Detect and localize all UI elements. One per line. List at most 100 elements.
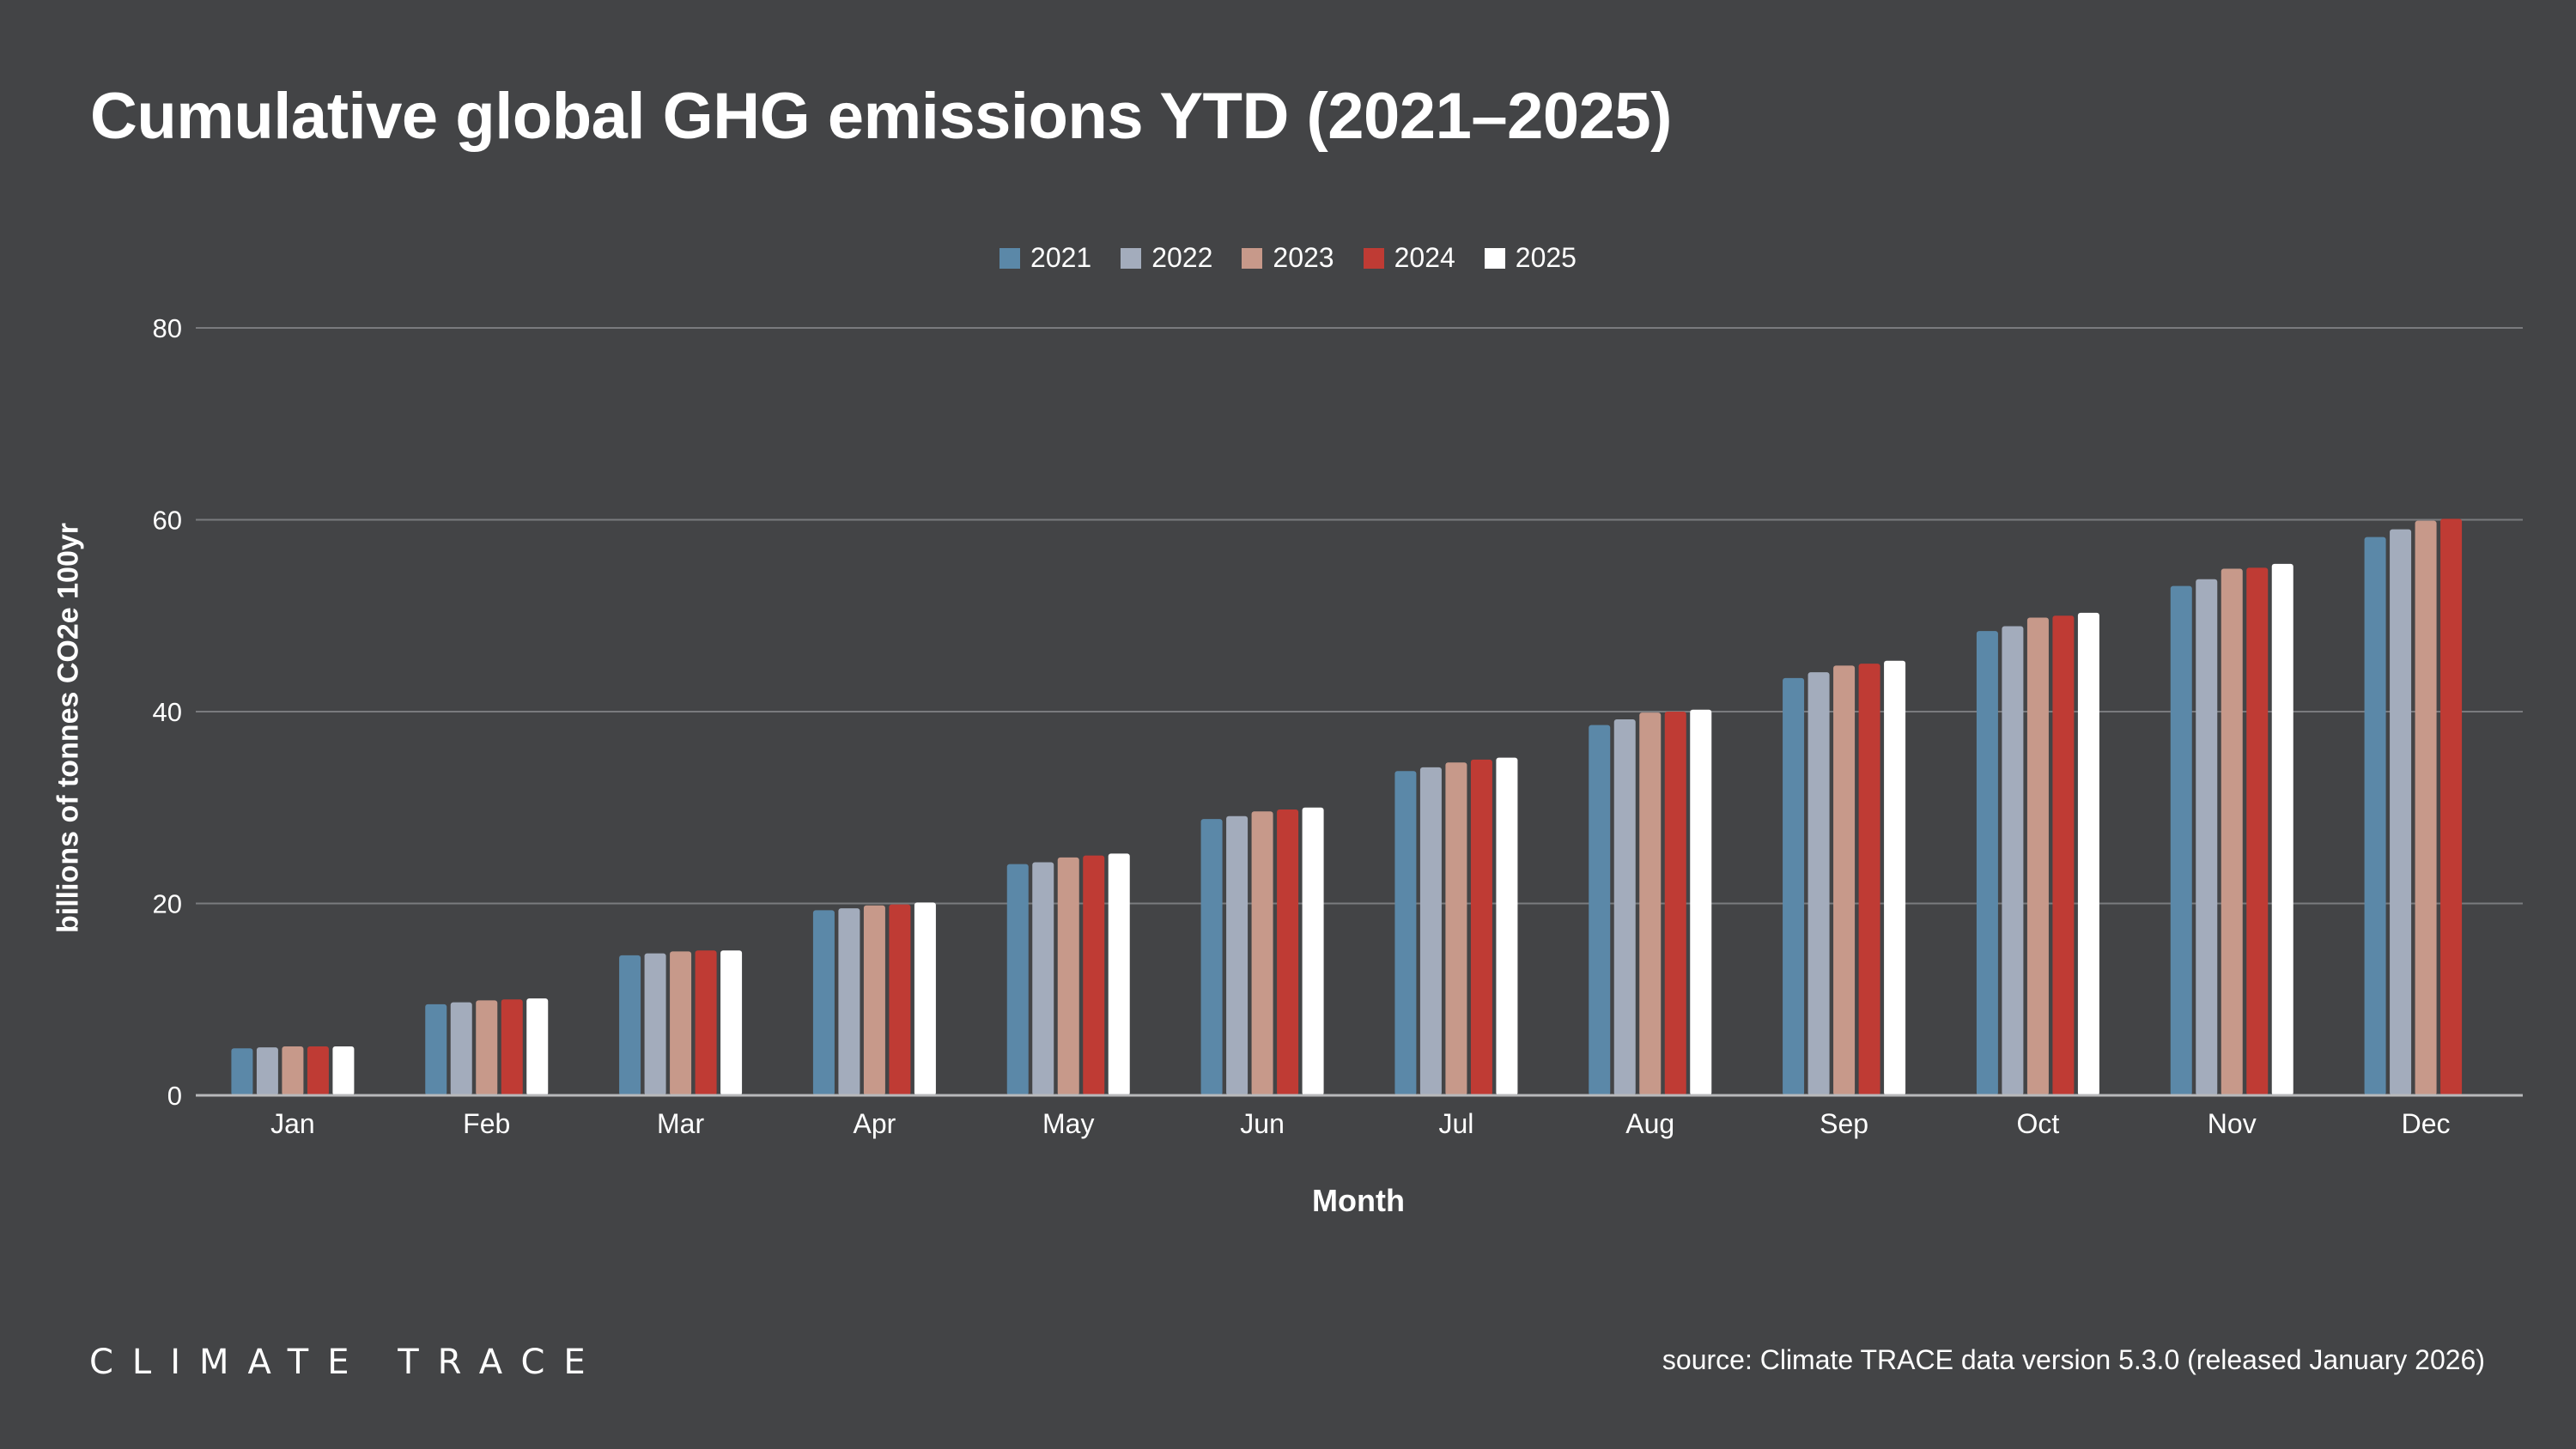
- bar-aug-2021: [1589, 724, 1611, 1095]
- y-tick-label: 40: [153, 697, 182, 727]
- bar-feb-2022: [450, 1002, 472, 1095]
- bar-jun-2025: [1302, 807, 1324, 1095]
- bar-sep-2021: [1783, 677, 1805, 1095]
- x-axis-ticks: Jan Feb Mar Apr May Jun Jul Aug Sep Oct Nov Dec: [270, 1108, 2450, 1139]
- legend-swatch: [1363, 247, 1384, 269]
- bar-jan-2022: [256, 1047, 278, 1095]
- y-tick-label: 20: [153, 889, 182, 919]
- legend-item-2025: 2025: [1484, 242, 1577, 274]
- bar-feb-2023: [476, 1000, 498, 1095]
- climate-trace-logo: CLIMATE TRACE: [89, 1343, 605, 1382]
- bar-mar-2023: [670, 951, 692, 1095]
- legend-swatch: [999, 247, 1021, 269]
- bar-sep-2025: [1884, 660, 1906, 1095]
- bar-oct-2024: [2052, 615, 2075, 1095]
- bar-dec-2022: [2390, 529, 2412, 1095]
- chart-legend: 2021 2022 2023 2024 2025: [0, 242, 2576, 274]
- bar-mar-2025: [720, 950, 743, 1095]
- bar-feb-2025: [526, 998, 549, 1095]
- x-tick-label: Dec: [2402, 1108, 2451, 1139]
- legend-label: 2024: [1394, 242, 1455, 273]
- legend-label: 2025: [1515, 242, 1577, 273]
- bar-nov-2021: [2170, 585, 2192, 1095]
- x-tick-label: Jun: [1240, 1108, 1285, 1139]
- bar-apr-2024: [889, 904, 911, 1095]
- bar-apr-2022: [838, 908, 860, 1095]
- bar-apr-2025: [914, 902, 936, 1095]
- legend-item-2021: 2021: [999, 242, 1091, 274]
- bar-aug-2024: [1664, 712, 1686, 1095]
- bar-jul-2023: [1445, 762, 1467, 1095]
- x-tick-label: Oct: [2017, 1108, 2060, 1139]
- y-tick-label: 0: [167, 1081, 182, 1111]
- bar-jul-2021: [1394, 771, 1417, 1095]
- bar-may-2025: [1108, 853, 1130, 1095]
- y-tick-label: 60: [153, 506, 182, 536]
- legend-swatch: [1484, 247, 1505, 269]
- x-axis-label: Month: [1312, 1183, 1405, 1218]
- bar-feb-2024: [501, 999, 523, 1095]
- y-axis-label: billions of tonnes CO2e 100yr: [52, 522, 85, 934]
- x-tick-label: Nov: [2208, 1108, 2257, 1139]
- source-note: source: Climate TRACE data version 5.3.0…: [1662, 1344, 2485, 1375]
- bar-may-2024: [1083, 855, 1105, 1095]
- x-tick-label: Jul: [1438, 1108, 1473, 1139]
- x-tick-label: Sep: [1820, 1108, 1868, 1139]
- x-tick-label: Feb: [463, 1108, 510, 1139]
- legend-item-2022: 2022: [1121, 242, 1212, 274]
- bar-may-2021: [1006, 864, 1029, 1095]
- x-tick-label: May: [1042, 1108, 1094, 1139]
- y-tick-label: 80: [153, 313, 182, 343]
- bar-nov-2025: [2271, 563, 2293, 1095]
- bar-apr-2023: [863, 905, 885, 1095]
- x-tick-label: Jan: [270, 1108, 315, 1139]
- bar-jan-2025: [332, 1046, 355, 1095]
- bar-jul-2024: [1470, 759, 1492, 1095]
- bar-dec-2024: [2440, 518, 2463, 1095]
- bar-nov-2022: [2196, 579, 2218, 1095]
- chart-title: Cumulative global GHG emissions YTD (202…: [90, 80, 1673, 153]
- bar-apr-2021: [812, 910, 835, 1095]
- bar-jul-2025: [1496, 757, 1518, 1095]
- legend-item-2024: 2024: [1363, 242, 1455, 274]
- bar-nov-2023: [2221, 568, 2243, 1095]
- bars: [231, 518, 2463, 1095]
- bar-aug-2025: [1690, 709, 1712, 1095]
- y-axis-ticks: 0 20 40 60 80: [153, 313, 182, 1111]
- bar-jun-2024: [1277, 809, 1299, 1095]
- bar-jun-2022: [1226, 815, 1249, 1095]
- bar-may-2023: [1057, 857, 1079, 1095]
- legend-swatch: [1121, 247, 1142, 269]
- bar-jul-2022: [1419, 767, 1442, 1095]
- bar-oct-2025: [2077, 612, 2099, 1095]
- bar-aug-2022: [1613, 718, 1636, 1095]
- bar-dec-2023: [2415, 520, 2437, 1095]
- bar-aug-2023: [1639, 712, 1662, 1095]
- bar-sep-2024: [1858, 664, 1880, 1095]
- x-tick-label: Mar: [657, 1108, 704, 1139]
- bar-mar-2024: [695, 950, 717, 1095]
- legend-label: 2023: [1273, 242, 1334, 273]
- bar-sep-2023: [1833, 665, 1856, 1095]
- bar-jan-2024: [307, 1046, 329, 1095]
- legend-label: 2022: [1151, 242, 1213, 273]
- bar-feb-2021: [425, 1003, 447, 1095]
- bar-oct-2021: [1976, 631, 1998, 1095]
- bar-jan-2021: [231, 1048, 253, 1095]
- bar-mar-2021: [619, 955, 641, 1095]
- legend-label: 2021: [1030, 242, 1092, 273]
- bar-mar-2022: [644, 953, 666, 1095]
- bar-jun-2023: [1251, 811, 1273, 1095]
- bar-jun-2021: [1200, 819, 1223, 1095]
- legend-item-2023: 2023: [1242, 242, 1334, 274]
- bar-dec-2021: [2364, 537, 2386, 1095]
- x-tick-label: Apr: [854, 1108, 896, 1139]
- gridlines: [196, 327, 2523, 905]
- bar-sep-2022: [1807, 672, 1830, 1095]
- x-tick-label: Aug: [1625, 1108, 1674, 1139]
- legend-swatch: [1242, 247, 1263, 269]
- bar-oct-2022: [2002, 626, 2024, 1095]
- bar-may-2022: [1032, 862, 1054, 1095]
- bar-oct-2023: [2026, 617, 2049, 1095]
